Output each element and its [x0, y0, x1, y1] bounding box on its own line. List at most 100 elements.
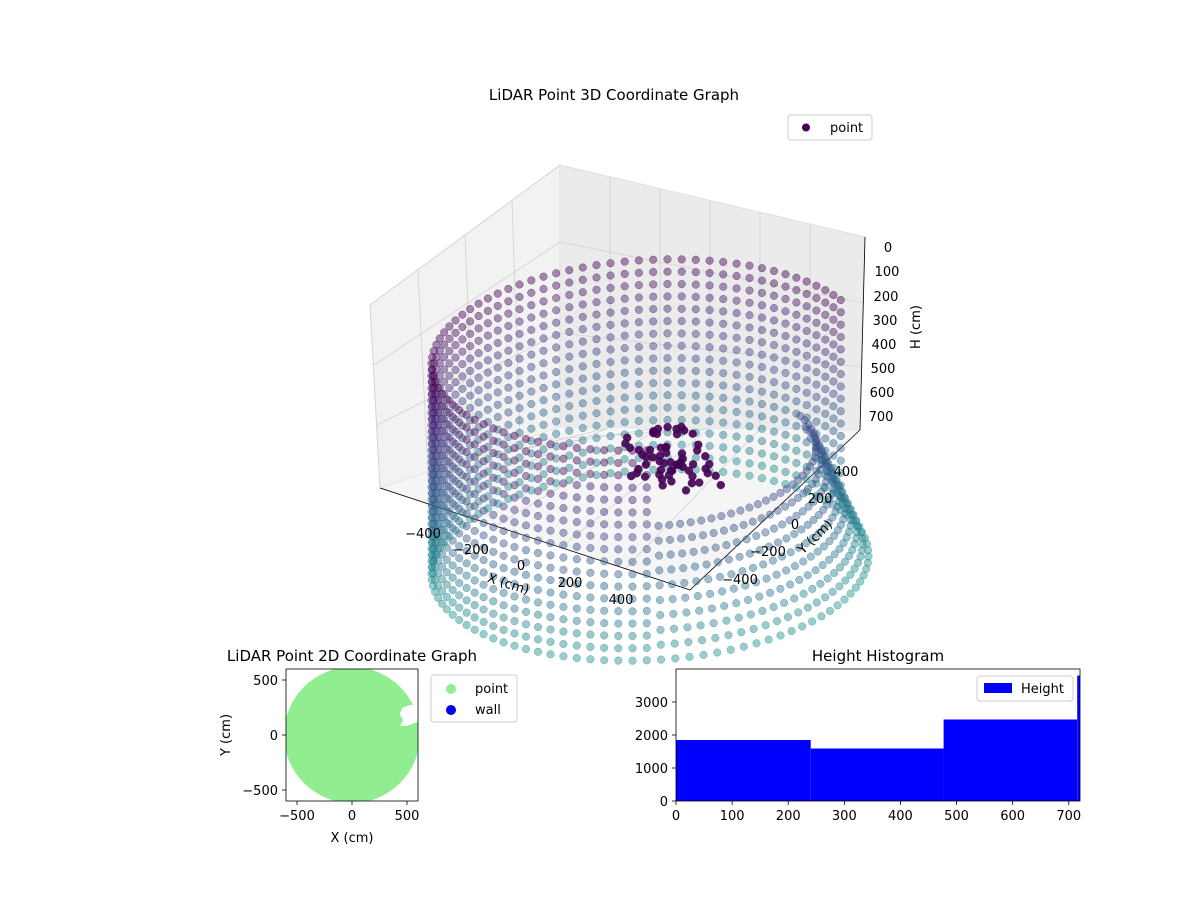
data-point	[479, 457, 488, 466]
data-point	[521, 471, 531, 481]
data-point	[656, 640, 665, 649]
data-point	[812, 281, 821, 290]
data-point	[586, 593, 595, 602]
data-point	[692, 577, 701, 586]
data-point	[442, 592, 451, 602]
data-point	[499, 601, 508, 610]
data-point	[642, 458, 651, 467]
data-point	[705, 293, 714, 302]
data-point	[442, 494, 451, 503]
data-point	[820, 482, 829, 491]
data-point	[642, 470, 651, 480]
data-point	[667, 580, 677, 589]
data-point	[428, 371, 438, 380]
data-point	[462, 423, 471, 432]
data-point	[663, 304, 672, 313]
data-point	[434, 494, 443, 504]
data-point	[510, 468, 519, 477]
data-point	[845, 551, 854, 560]
data-point	[462, 559, 471, 568]
data-point	[572, 555, 581, 564]
data-point	[451, 328, 460, 337]
data-point	[686, 518, 695, 527]
data-point	[634, 281, 643, 290]
data-point	[834, 497, 844, 506]
data-point	[466, 391, 475, 400]
data-point	[572, 493, 581, 502]
data-point	[600, 495, 609, 504]
data-point	[546, 600, 555, 609]
data-point	[578, 423, 587, 433]
data-point	[809, 497, 818, 506]
z-tick-label: 100	[875, 265, 900, 280]
data-point	[817, 445, 826, 454]
data-point	[606, 259, 615, 268]
data-point	[649, 329, 658, 338]
data-point	[445, 458, 454, 467]
data-point	[745, 503, 754, 512]
data-point	[620, 455, 629, 464]
data-point	[539, 396, 548, 405]
data-point	[533, 524, 543, 533]
points-3d	[427, 255, 873, 665]
legend-label: point	[830, 121, 863, 136]
data-point	[483, 430, 492, 439]
data-point	[798, 622, 807, 631]
data-point	[828, 469, 837, 478]
data-point	[745, 360, 754, 369]
data-point	[663, 255, 672, 264]
data-point	[669, 609, 678, 618]
data-point	[455, 603, 464, 612]
data-point	[735, 552, 744, 561]
data-point	[802, 401, 811, 410]
data-point	[527, 288, 536, 297]
data-point	[445, 433, 454, 442]
data-point	[719, 526, 728, 535]
data-point	[836, 394, 845, 403]
data-point	[799, 557, 808, 566]
data-point	[533, 511, 543, 520]
data-point	[462, 522, 471, 531]
data-point	[769, 266, 779, 276]
data-point	[802, 314, 811, 323]
data-point	[685, 652, 694, 661]
data-point	[527, 486, 536, 495]
data-point	[458, 322, 467, 332]
data-point	[546, 551, 555, 560]
data-point	[812, 368, 821, 377]
data-point	[458, 397, 467, 406]
data-point	[794, 476, 803, 485]
data-point	[546, 501, 555, 511]
legend-marker-wall	[446, 705, 456, 715]
data-point	[724, 631, 733, 640]
data-point	[736, 506, 745, 515]
data-point	[722, 541, 731, 550]
data-point	[533, 474, 543, 483]
data-point	[821, 286, 830, 295]
data-point	[559, 578, 568, 587]
y-tick-label: 2000	[635, 729, 668, 744]
data-point	[846, 589, 855, 598]
data-point	[757, 264, 767, 273]
data-point	[474, 361, 483, 370]
data-point	[690, 562, 700, 571]
data-point	[489, 510, 498, 519]
data-point	[427, 365, 436, 374]
data-point	[654, 521, 663, 530]
data-point	[749, 624, 758, 633]
z-tick-label: 500	[871, 362, 896, 377]
data-point	[677, 341, 686, 350]
data-point	[642, 656, 651, 665]
data-point	[732, 538, 741, 547]
data-point	[521, 570, 531, 579]
data-point	[442, 555, 451, 564]
data-point	[559, 627, 568, 636]
data-point	[510, 567, 519, 576]
data-point	[559, 553, 568, 562]
data-point	[600, 507, 609, 516]
data-point	[462, 620, 471, 630]
x-tick-label: 0	[348, 809, 356, 824]
data-point	[628, 570, 637, 579]
data-point	[466, 317, 475, 326]
data-point	[539, 482, 548, 491]
